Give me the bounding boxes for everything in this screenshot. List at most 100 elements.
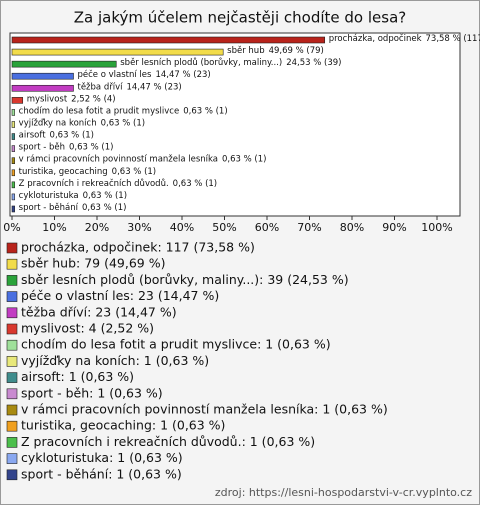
chart-title: Za jakým účelem nejčastěji chodíte do le… — [74, 9, 406, 27]
bar-category: Z pracovních i rekreačních důvodů. — [19, 177, 169, 188]
legend-swatch — [6, 437, 18, 448]
bar-value-label: 73,58 % (117) — [426, 34, 480, 44]
x-tick-label: 20% — [85, 221, 109, 234]
bar-label: airsoft 0,63 % (1) — [19, 130, 94, 140]
bar — [11, 205, 15, 213]
x-tick-label: 30% — [127, 221, 151, 234]
x-tick-label: 70% — [297, 221, 321, 234]
legend-label: procházka, odpočinek: 117 (73,58 %) — [21, 240, 255, 255]
bar-label: procházka, odpočinek 73,58 % (117) — [329, 33, 480, 44]
legend-label: sport - běhání: 1 (0,63 %) — [21, 466, 182, 481]
bar-label: sport - běh 0,63 % (1) — [19, 142, 114, 152]
bar-category: péče o vlastní les — [77, 69, 152, 80]
legend-swatch — [6, 339, 18, 351]
bar-label: vyjížďky na koních 0,63 % (1) — [19, 118, 145, 128]
legend-label: péče o vlastní les: 23 (14,47 %) — [21, 288, 219, 303]
bar-value-label: 0,63 % (1) — [50, 130, 94, 140]
bar-category: chodím do lesa fotit a prudit myslivce — [19, 106, 180, 116]
bar-category: v rámci pracovních povinností manžela le… — [19, 154, 218, 164]
legend-swatch — [6, 258, 18, 270]
bar-value-label: 0,63 % (1) — [173, 178, 217, 188]
bar — [11, 84, 74, 92]
legend-label: sběr lesních plodů (borůvky, maliny...):… — [21, 272, 349, 287]
bar-value-label: 0,63 % (1) — [82, 202, 126, 212]
legend-label: cykloturistuka: 1 (0,63 %) — [21, 450, 183, 465]
bar-category: sběr lesních plodů (borůvky, maliny...) — [120, 57, 282, 68]
legend-swatch — [6, 404, 18, 416]
legend-label: sport - běh: 1 (0,63 %) — [21, 385, 163, 400]
bar-category: sběr hub — [227, 46, 264, 56]
bar-category: myslivost — [27, 94, 68, 104]
legend-swatch — [6, 453, 18, 464]
x-tick-label: 80% — [340, 221, 364, 234]
legend-swatch — [6, 242, 18, 254]
bar-value-label: 0,63 % (1) — [83, 190, 127, 200]
bar — [11, 193, 15, 201]
bar-value-label: 2,52 % (4) — [71, 94, 115, 104]
legend-swatch — [6, 307, 18, 319]
bar — [11, 72, 74, 80]
bar-value-label: 14,47 % (23) — [155, 70, 210, 80]
x-tick-label: 90% — [382, 221, 406, 234]
bar-category: cykloturistuka — [19, 190, 79, 200]
bar-label: chodím do lesa fotit a prudit myslivce 0,… — [19, 106, 228, 116]
bar — [11, 121, 15, 128]
legend-label: vyjížďky na koních: 1 (0,63 %) — [21, 353, 209, 368]
legend-label: Z pracovních i rekreačních důvodů.: 1 (0… — [21, 434, 315, 449]
bar-category: airsoft — [19, 130, 47, 140]
bar-value-label: 0,63 % (1) — [183, 106, 227, 116]
bar-label: Z pracovních i rekreačních důvodů. 0,63 %… — [19, 177, 217, 188]
bar-value-label: 14,47 % (23) — [126, 82, 181, 92]
bar — [11, 157, 15, 164]
legend-swatch — [6, 372, 18, 383]
legend-label: chodím do lesa fotit a prudit myslivce: … — [21, 337, 331, 352]
bar-label: těžba dříví 14,47 % (23) — [77, 82, 181, 92]
source: zdroj: https://lesni-hospodarstvi-v-cr.v… — [215, 486, 472, 499]
bar-category: turistika, geocaching — [19, 166, 108, 176]
bar-label: sběr lesních plodů (borůvky, maliny...) 2… — [120, 57, 341, 68]
bar-value-label: 24,53 % (39) — [286, 58, 341, 68]
bar — [11, 60, 117, 68]
legend-swatch — [6, 291, 18, 302]
x-tick-label: 60% — [255, 221, 279, 234]
x-tick-label: 40% — [170, 221, 194, 234]
bar-value-label: 0,63 % (1) — [69, 142, 113, 152]
x-tick-label: 10% — [42, 221, 66, 234]
x-tick-label: 0% — [3, 221, 20, 234]
bar-label: sport - běhání 0,63 % (1) — [19, 202, 127, 212]
bar-label: turistika, geocaching 0,63 % (1) — [19, 166, 156, 176]
bar-label: cykloturistuka 0,63 % (1) — [19, 190, 127, 200]
legend-label: v rámci pracovních povinností manžela le… — [21, 402, 388, 417]
bar-category: sport - běhání — [19, 202, 79, 212]
bar-category: procházka, odpočinek — [329, 33, 422, 44]
legend-swatch — [6, 388, 18, 400]
x-tick-label: 100% — [421, 221, 452, 234]
legend-label: airsoft: 1 (0,63 %) — [21, 369, 134, 384]
bar-category: vyjížďky na koních — [19, 118, 97, 128]
bar — [11, 181, 15, 189]
legend-label: turistika, geocaching: 1 (0,63 %) — [21, 418, 225, 433]
legend-label: sběr hub: 79 (49,69 %) — [21, 256, 165, 271]
bar — [11, 36, 326, 44]
legend-swatch — [6, 469, 18, 481]
bar — [11, 133, 15, 140]
legend-label: myslivost: 4 (2,52 %) — [21, 321, 154, 336]
legend-swatch — [6, 323, 18, 335]
bar-category: těžba dříví — [77, 82, 123, 92]
x-tick-label: 50% — [212, 221, 236, 234]
bar-label: v rámci pracovních povinností manžela le… — [19, 154, 267, 164]
legend-swatch — [6, 420, 18, 432]
bar — [11, 109, 15, 116]
bar-label: sběr hub 49,69 % (79) — [227, 46, 324, 56]
bar-value-label: 0,63 % (1) — [101, 118, 145, 128]
bar-value-label: 0,63 % (1) — [222, 154, 266, 164]
bar — [11, 48, 224, 56]
bar-label: myslivost 2,52 % (4) — [27, 94, 116, 104]
bar — [11, 169, 15, 177]
legend-label: těžba dříví: 23 (14,47 %) — [21, 304, 177, 319]
bar — [11, 97, 24, 104]
bar-category: sport - běh — [19, 142, 65, 152]
bar-value-label: 49,69 % (79) — [269, 46, 324, 56]
bar-label: péče o vlastní les 14,47 % (23) — [77, 69, 210, 80]
